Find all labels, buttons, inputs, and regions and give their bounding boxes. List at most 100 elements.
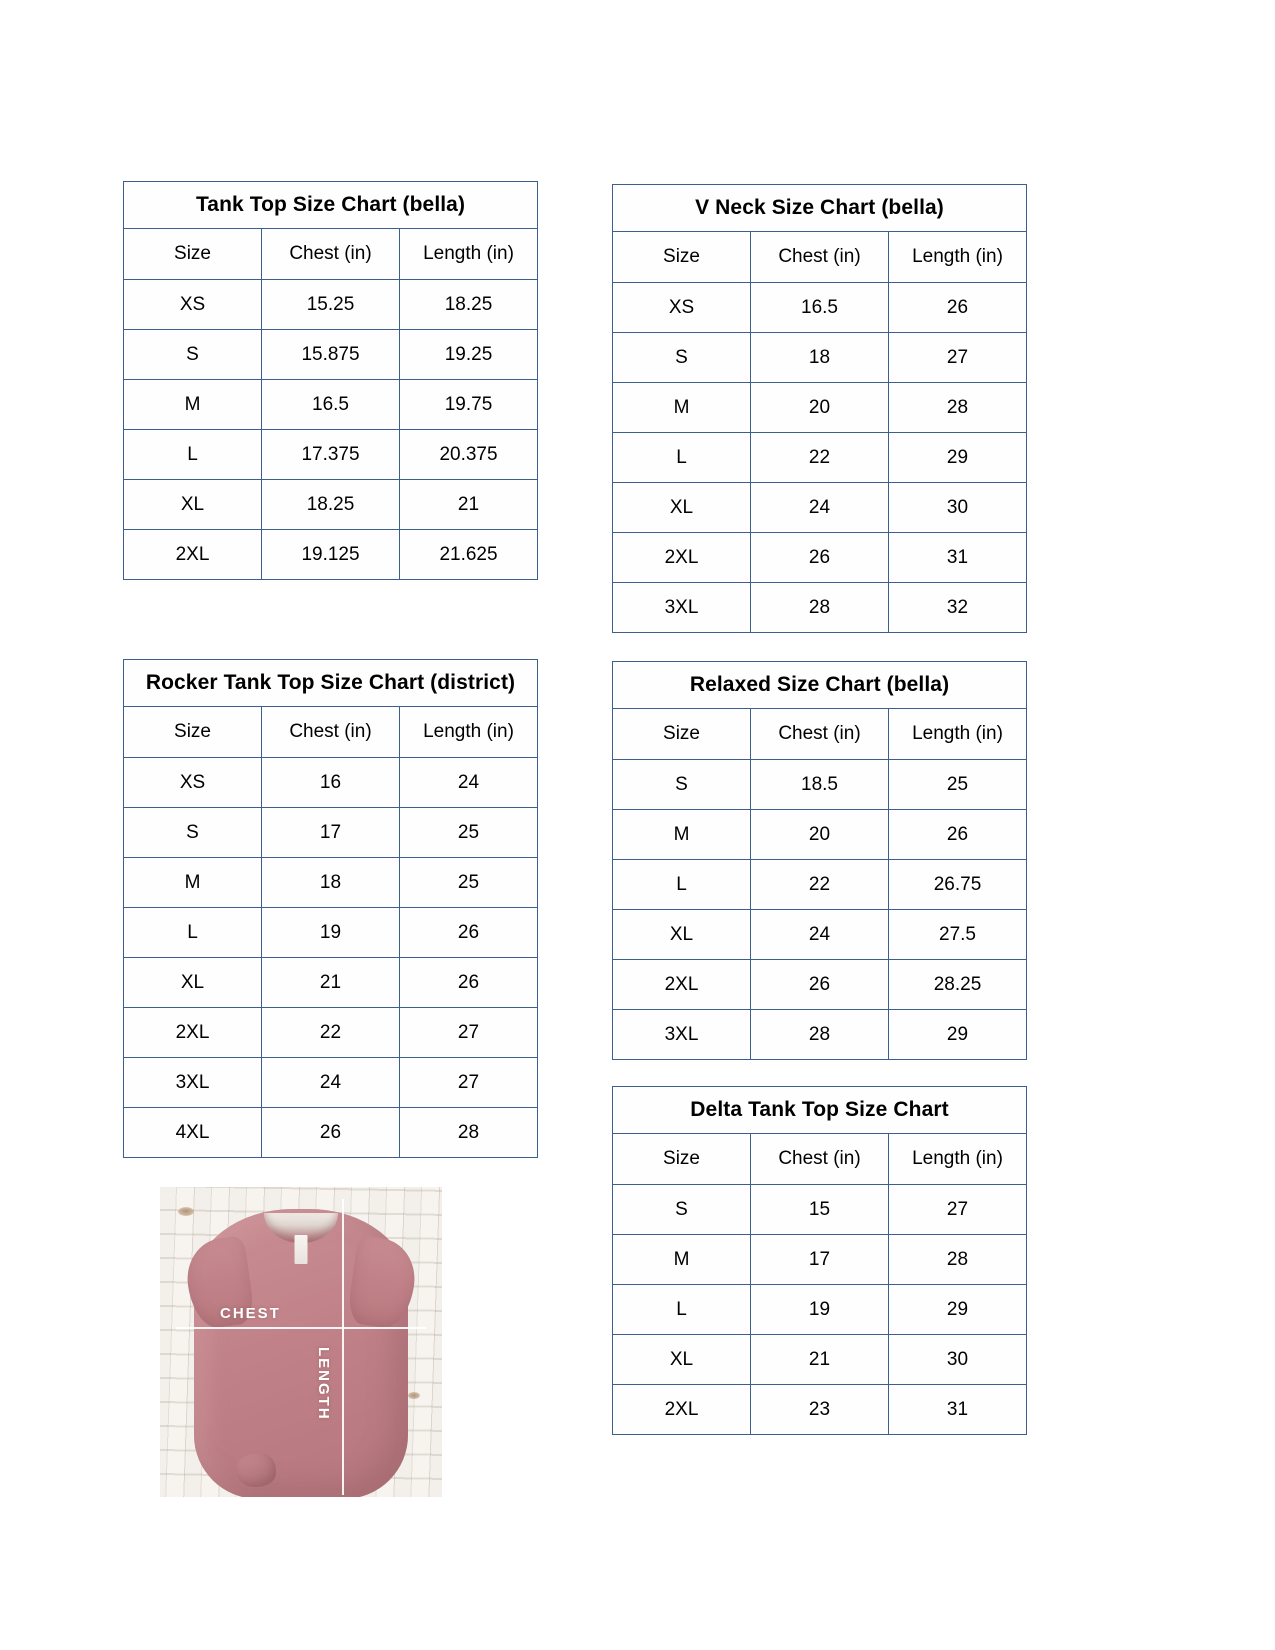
column-header: Length (in) (888, 708, 1027, 760)
cell-chest: 23 (750, 1384, 889, 1435)
cell-chest: 21 (750, 1334, 889, 1385)
table-row: S 15 27 (612, 1184, 1027, 1235)
table-row: S 18.5 25 (612, 759, 1027, 810)
table-row: XL 18.25 21 (123, 479, 538, 530)
table-row: L 19 26 (123, 907, 538, 958)
cell-chest: 24 (750, 482, 889, 533)
cell-length: 26 (888, 809, 1027, 860)
cell-length: 27.5 (888, 909, 1027, 960)
column-header: Size (123, 706, 262, 758)
table-row: 2XL 19.125 21.625 (123, 529, 538, 580)
table-row: XL 21 26 (123, 957, 538, 1008)
table-row: XL 24 30 (612, 482, 1027, 533)
cell-size: S (612, 332, 751, 383)
cell-size: XS (612, 282, 751, 333)
cell-length: 20.375 (399, 429, 538, 480)
column-header: Chest (in) (750, 1133, 889, 1185)
table-row: 2XL 26 31 (612, 532, 1027, 583)
cell-chest: 16.5 (261, 379, 400, 430)
cell-size: 3XL (123, 1057, 262, 1108)
cell-length: 25 (399, 857, 538, 908)
table-row: M 20 26 (612, 809, 1027, 860)
cell-length: 26 (399, 907, 538, 958)
cell-chest: 18.25 (261, 479, 400, 530)
cell-length: 21 (399, 479, 538, 530)
cell-chest: 20 (750, 809, 889, 860)
cell-size: XL (612, 909, 751, 960)
cell-size: 2XL (123, 1007, 262, 1058)
chart-title: Rocker Tank Top Size Chart (district) (123, 659, 538, 707)
cell-size: L (612, 859, 751, 910)
wood-knot-icon (178, 1207, 194, 1216)
cell-chest: 20 (750, 382, 889, 433)
cell-size: XS (123, 279, 262, 330)
cell-length: 21.625 (399, 529, 538, 580)
table-row: XS 16.5 26 (612, 282, 1027, 333)
column-header: Size (612, 231, 751, 283)
table-header-row: Size Chest (in) Length (in) (612, 231, 1027, 283)
tshirt-neck-tag (294, 1235, 308, 1264)
tshirt-front-knot (236, 1453, 276, 1487)
cell-chest: 28 (750, 1009, 889, 1060)
cell-length: 31 (888, 532, 1027, 583)
cell-size: XL (612, 482, 751, 533)
cell-chest: 15 (750, 1184, 889, 1235)
table-body: Delta Tank Top Size Chart Size Chest (in) L… (612, 1086, 1027, 1435)
chart-title: Tank Top Size Chart (bella) (123, 181, 538, 229)
chest-measure-label: CHEST (220, 1305, 281, 1322)
cell-chest: 17 (261, 807, 400, 858)
cell-size: M (612, 382, 751, 433)
size-chart-rocker-tank-top: Rocker Tank Top Size Chart (district) Siz… (123, 659, 538, 1158)
cell-length: 30 (888, 1334, 1027, 1385)
length-measure-label: LENGTH (315, 1347, 332, 1421)
table-body: Rocker Tank Top Size Chart (district) Siz… (123, 659, 538, 1158)
cell-size: M (123, 857, 262, 908)
table-body: Tank Top Size Chart (bella) Size Chest (in… (123, 181, 538, 580)
cell-chest: 24 (750, 909, 889, 960)
table-row: L 22 26.75 (612, 859, 1027, 910)
cell-chest: 26 (750, 959, 889, 1010)
table-header-row: Size Chest (in) Length (in) (612, 708, 1027, 760)
cell-length: 27 (888, 332, 1027, 383)
wood-knot-icon (408, 1392, 420, 1399)
size-chart-delta-tank-top: Delta Tank Top Size Chart Size Chest (in) L… (612, 1086, 1027, 1435)
table-row: XS 15.25 18.25 (123, 279, 538, 330)
column-header: Length (in) (888, 231, 1027, 283)
table-row: L 22 29 (612, 432, 1027, 483)
cell-size: S (612, 759, 751, 810)
cell-size: 2XL (123, 529, 262, 580)
size-chart-v-neck: V Neck Size Chart (bella) Size Chest (in) L… (612, 184, 1027, 633)
chest-measure-line (176, 1327, 426, 1329)
cell-size: S (612, 1184, 751, 1235)
table-body: Relaxed Size Chart (bella) Size Chest (in)… (612, 661, 1027, 1060)
cell-size: L (123, 907, 262, 958)
table-title-row: Relaxed Size Chart (bella) (612, 661, 1027, 709)
cell-chest: 22 (750, 859, 889, 910)
cell-size: M (123, 379, 262, 430)
table-row: XL 24 27.5 (612, 909, 1027, 960)
table-row: M 16.5 19.75 (123, 379, 538, 430)
cell-size: S (123, 329, 262, 380)
cell-size: XS (123, 757, 262, 808)
cell-length: 19.75 (399, 379, 538, 430)
cell-chest: 26 (261, 1107, 400, 1158)
measurement-diagram-tshirt: CHEST LENGTH (160, 1187, 442, 1497)
cell-size: L (123, 429, 262, 480)
table-title-row: Rocker Tank Top Size Chart (district) (123, 659, 538, 707)
size-chart-relaxed: Relaxed Size Chart (bella) Size Chest (in)… (612, 661, 1027, 1060)
table-row: S 17 25 (123, 807, 538, 858)
cell-length: 27 (399, 1007, 538, 1058)
cell-length: 28 (888, 382, 1027, 433)
cell-length: 26.75 (888, 859, 1027, 910)
cell-chest: 19 (750, 1284, 889, 1335)
table-title-row: V Neck Size Chart (bella) (612, 184, 1027, 232)
cell-length: 27 (888, 1184, 1027, 1235)
table-row: XL 21 30 (612, 1334, 1027, 1385)
cell-length: 29 (888, 1009, 1027, 1060)
cell-size: L (612, 432, 751, 483)
cell-length: 26 (888, 282, 1027, 333)
cell-chest: 17 (750, 1234, 889, 1285)
table-header-row: Size Chest (in) Length (in) (612, 1133, 1027, 1185)
cell-chest: 18.5 (750, 759, 889, 810)
